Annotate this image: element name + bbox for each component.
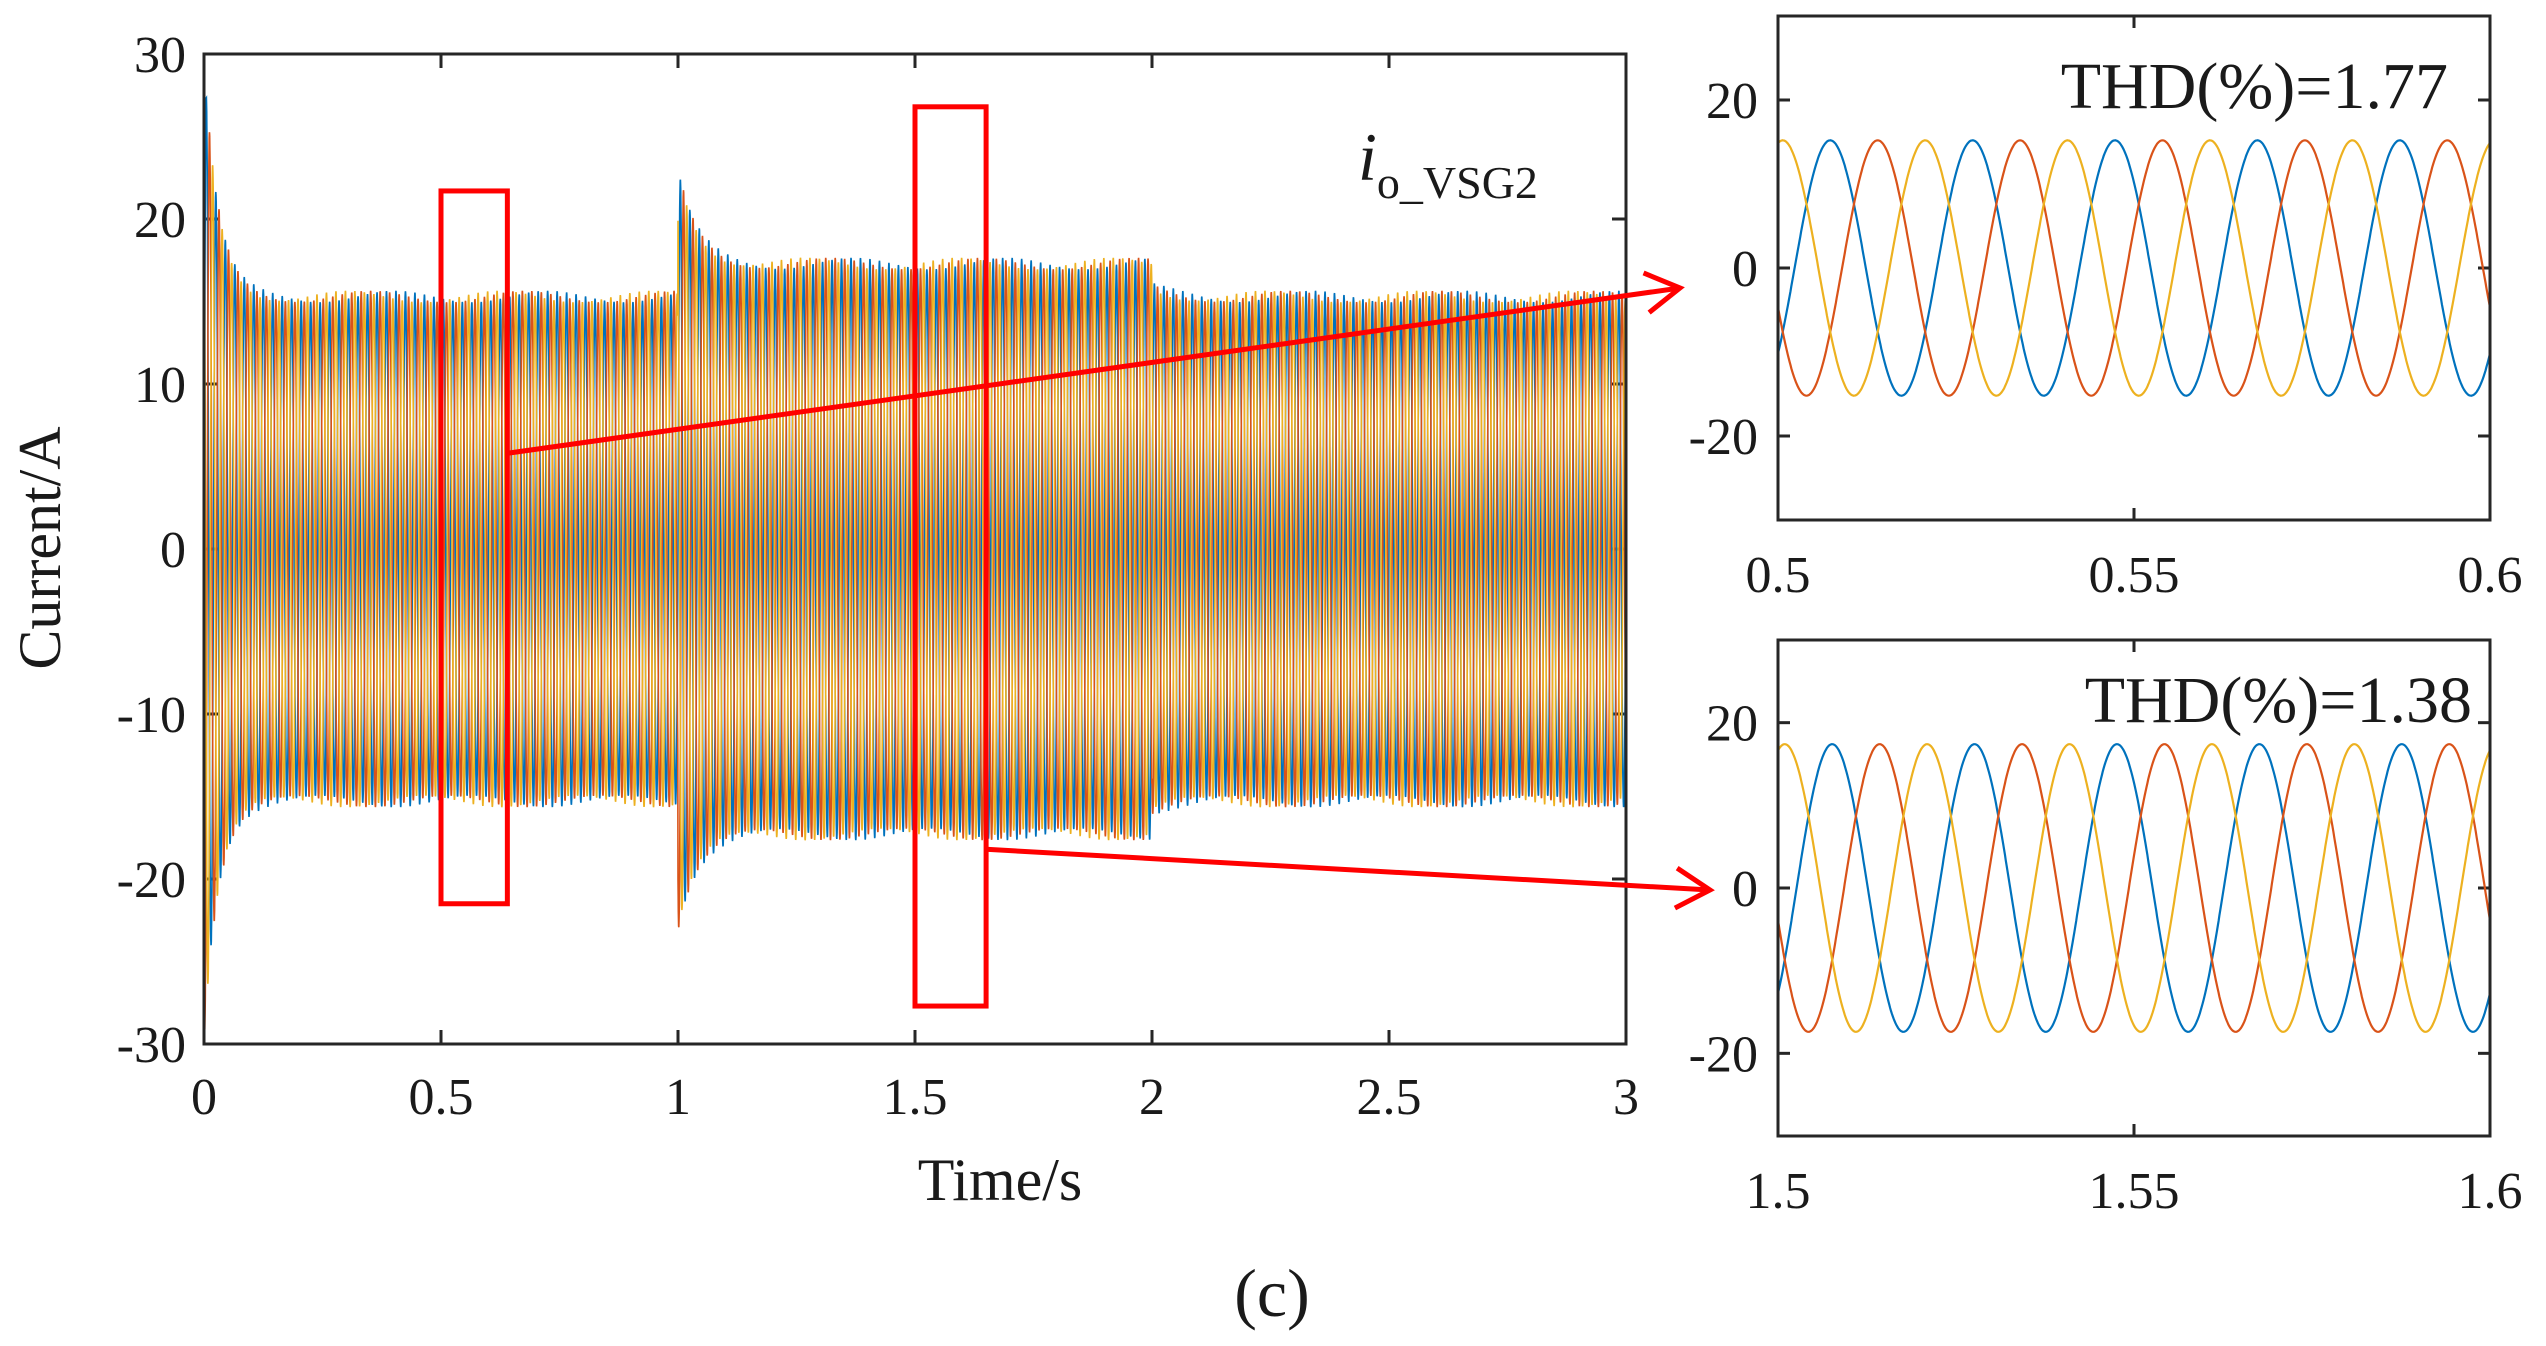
zoom1-ytick-label: -20 [1689,409,1758,466]
zoom1-xtick-label: 0.6 [2458,547,2523,604]
zoom1-xtick-label: 0.5 [1746,547,1811,604]
main-ytick-label: -20 [117,852,186,909]
zoom2-xtick-label: 1.6 [2458,1163,2523,1220]
main-xtick-label: 1 [665,1069,691,1126]
zoom1-ytick-label: 20 [1706,73,1758,130]
main-axes-box [202,52,1628,1046]
zoom2-ytick-label: 0 [1732,861,1758,918]
connector-arrow-2-head [1673,866,1715,911]
zoom2-series-2 [1776,743,2492,1033]
zoom1-axes-box [1776,14,2492,522]
zoom-chart-2: 1.5 1.55 1.6 20 0 -20 THD(%)=1.38 [1689,638,2523,1220]
zoom1-thd-annotation: THD(%)=1.77 [2061,50,2448,123]
zoom2-xtick-label: 1.55 [2089,1163,2180,1220]
zoom1-series-2 [1776,139,2492,397]
zoom2-series-1 [1776,743,2492,1033]
connector-arrow-1 [507,285,1681,456]
main-ytick-label: -30 [117,1017,186,1074]
main-ytick-label: -10 [117,687,186,744]
main-annotation-base: i [1358,119,1377,195]
zoom2-ytick-label: -20 [1689,1026,1758,1083]
zoom1-series-3 [1777,139,2491,397]
main-xtick-label: 1.5 [883,1069,948,1126]
zoom2-series-3 [1777,743,2491,1033]
zoom2-thd-annotation: THD(%)=1.38 [2085,664,2472,737]
connector-arrow-2 [985,846,1711,893]
zoom-connectors [507,270,1715,911]
main-xtick-label: 2.5 [1357,1069,1422,1126]
zoom-chart-1: 0.5 0.55 0.6 20 0 -20 THD(%)=1.77 [1689,14,2523,604]
zoom2-xtick-label: 1.5 [1746,1163,1811,1220]
main-ytick-label: 30 [134,27,186,84]
main-ytick-label: 20 [134,192,186,249]
zoom2-axes-box [1776,638,2492,1138]
main-ytick-label: 0 [160,522,186,579]
zoom1-series-group [1776,139,2492,397]
zoom1-series-1 [1776,139,2492,397]
main-ytick-label: 10 [134,357,186,414]
main-xtick-label: 0 [191,1069,217,1126]
zoom2-series-group [1776,743,2492,1033]
main-xlabel: Time/s [918,1147,1083,1213]
main-xtick-label: 2 [1139,1069,1165,1126]
zoom1-xtick-label: 0.55 [2089,547,2180,604]
connector-arrow-1-head [1642,270,1685,315]
highlight-box-2 [912,104,989,1009]
highlight-box-1 [438,188,510,907]
main-xtick-label: 0.5 [409,1069,474,1126]
zoom1-ytick-label: 0 [1732,241,1758,298]
main-xtick-label: 3 [1613,1069,1639,1126]
figure-caption: (c) [1234,1255,1309,1331]
main-chart: Current/A Time/s 0 0.5 1 1.5 2 2.5 3 30 20 10 0 -10… [7,27,1639,1213]
zoom2-ytick-label: 20 [1706,696,1758,753]
main-ylabel: Current/A [7,426,73,669]
main-annotation-sub: o_VSG2 [1377,157,1538,208]
main-annotation: io_VSG2 [1358,119,1538,208]
